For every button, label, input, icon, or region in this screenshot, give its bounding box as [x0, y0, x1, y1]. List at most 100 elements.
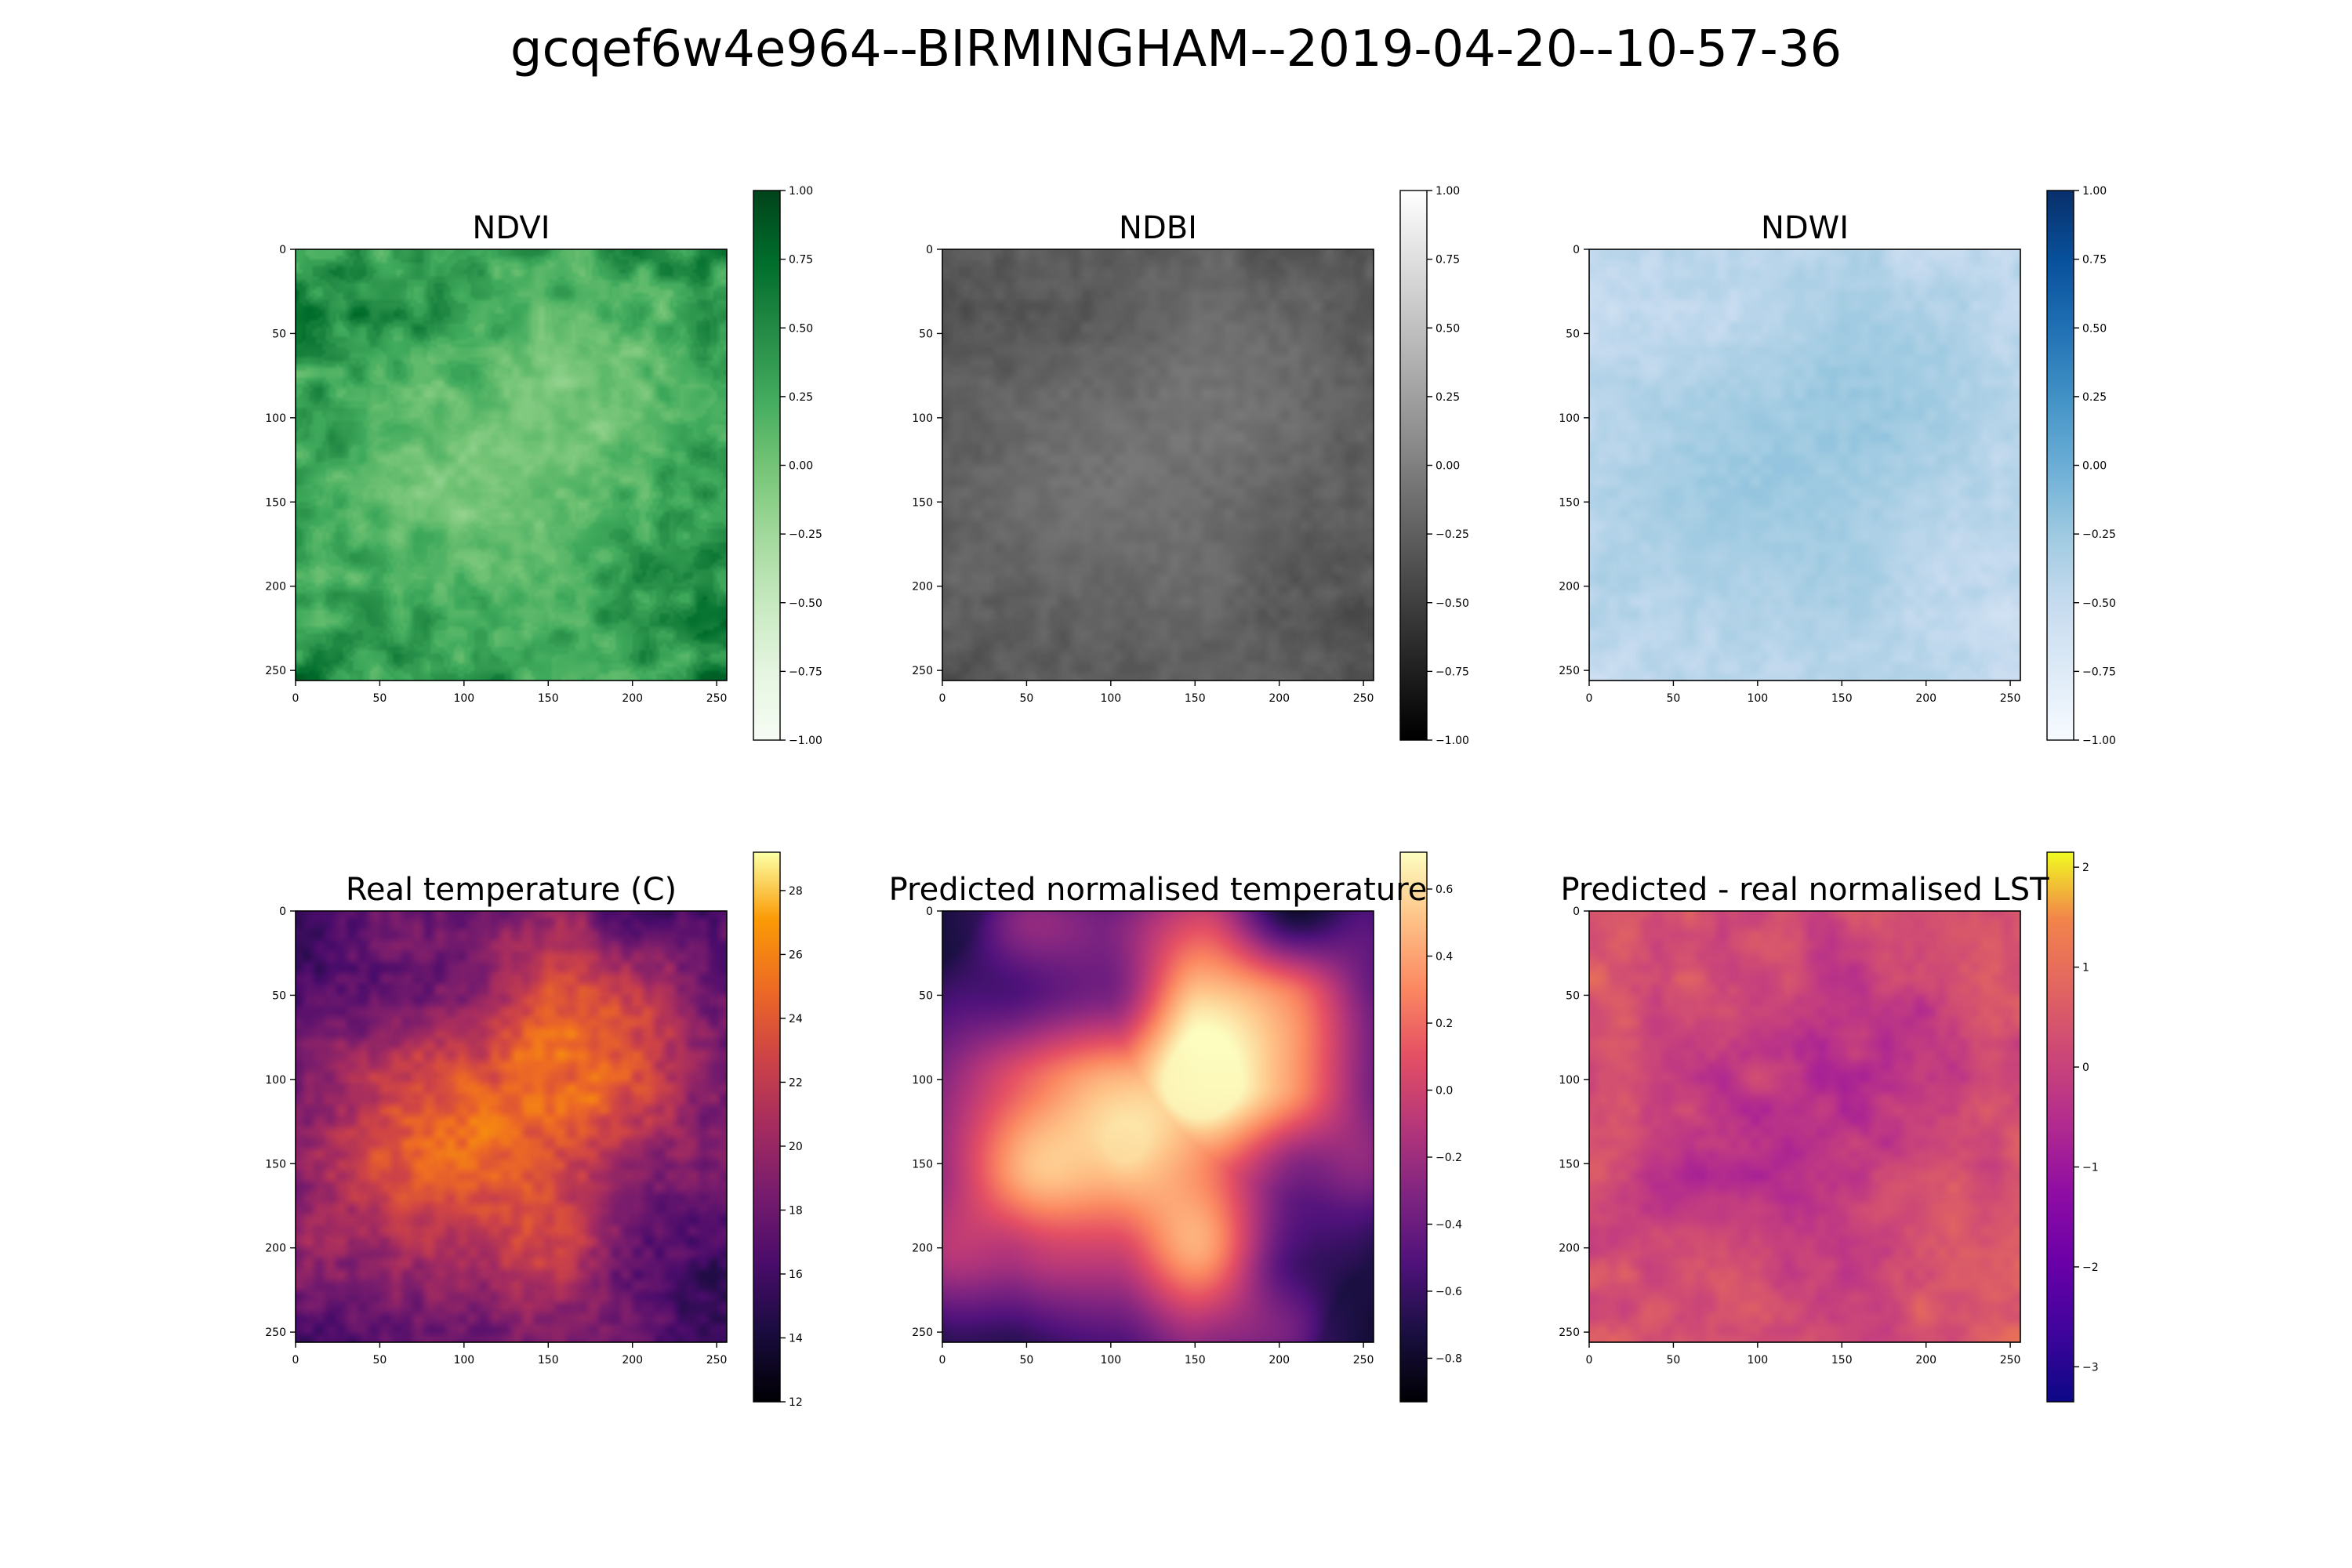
heatmap-raster	[1589, 249, 2020, 681]
x-tick-label: 250	[2000, 1354, 2021, 1367]
colorbar-gradient	[1400, 852, 1427, 1402]
colorbar-tick-label: 0.0	[1436, 1084, 1453, 1097]
colorbar-tick-label: 0.25	[1436, 391, 1460, 404]
colorbar-tick-label: 0.2	[1436, 1018, 1453, 1030]
colorbar-tick-label: 0.4	[1436, 951, 1453, 964]
x-tick-label: 50	[373, 692, 387, 705]
y-tick-label: 0	[279, 244, 286, 256]
colorbar-tick-label: 24	[789, 1013, 803, 1025]
y-tick-label: 200	[1559, 581, 1580, 593]
heatmap-raster	[296, 249, 727, 681]
x-tick-label: 250	[706, 1354, 728, 1367]
axes-frame	[1588, 249, 2021, 681]
colorbar-tick-label: 0.50	[1436, 322, 1460, 335]
x-tick-label: 150	[1185, 692, 1206, 705]
x-tick-label: 50	[373, 1354, 387, 1367]
y-tick-label: 250	[912, 1327, 933, 1339]
y-tick-label: 50	[919, 989, 933, 1002]
x-tick-label: 250	[2000, 692, 2021, 705]
y-tick-label: 50	[272, 989, 286, 1002]
colorbar-tick-label: −0.50	[789, 597, 822, 610]
axes-frame	[295, 910, 728, 1343]
colorbar-tick-label: 0.00	[2082, 460, 2107, 473]
x-tick-label: 50	[1020, 1354, 1034, 1367]
colorbar-tick-label: −0.8	[1436, 1352, 1462, 1365]
axes-frame	[1588, 910, 2021, 1343]
colorbar-tick-label: 1.00	[2082, 185, 2107, 198]
colorbar-gradient	[2047, 191, 2074, 740]
colorbar-tick-label: 0.75	[1436, 254, 1460, 267]
axes-frame	[295, 249, 728, 681]
colorbar-tick-label: −1	[2082, 1161, 2099, 1174]
y-tick-label: 0	[1573, 244, 1580, 256]
panel-title: NDWI	[1760, 210, 1849, 246]
x-tick-label: 200	[622, 692, 643, 705]
colorbar-tick-label: 0.75	[2082, 254, 2107, 267]
x-tick-label: 150	[1831, 692, 1853, 705]
colorbar-tick-label: −0.4	[1436, 1218, 1462, 1231]
colorbar-frame	[1399, 851, 1428, 1403]
y-tick-label: 250	[912, 665, 933, 677]
y-tick-label: 100	[912, 412, 933, 425]
y-tick-label: 0	[1573, 906, 1580, 918]
x-tick-label: 150	[1831, 1354, 1853, 1367]
colorbar-tick-label: 0.25	[789, 391, 813, 404]
colorbar-tick-label: −0.75	[789, 666, 822, 678]
y-tick-label: 250	[265, 1327, 286, 1339]
y-tick-label: 100	[1559, 412, 1580, 425]
colorbar-frame	[753, 851, 781, 1403]
colorbar-tick-label: −0.75	[2082, 666, 2116, 678]
colorbar-tick-label: 28	[789, 885, 803, 898]
x-tick-label: 50	[1667, 692, 1681, 705]
x-tick-label: 250	[1353, 692, 1374, 705]
colorbar-tick-label: 2	[2082, 862, 2089, 874]
x-tick-label: 100	[1100, 1354, 1121, 1367]
x-tick-label: 50	[1020, 692, 1034, 705]
colorbar-gradient	[753, 852, 780, 1402]
colorbar-tick-label: 1.00	[789, 185, 813, 198]
y-tick-label: 250	[1559, 1327, 1580, 1339]
y-tick-label: 150	[265, 496, 286, 509]
panel-title: NDVI	[472, 210, 550, 246]
y-tick-label: 250	[1559, 665, 1580, 677]
colorbar-tick-label: −0.75	[1436, 666, 1469, 678]
y-tick-label: 100	[1559, 1074, 1580, 1087]
colorbar-tick-label: −3	[2082, 1361, 2099, 1374]
colorbar-tick-label: −1.00	[789, 735, 822, 747]
colorbar-tick-label: 14	[789, 1332, 803, 1345]
colorbar-tick-label: −0.50	[1436, 597, 1469, 610]
colorbar-tick-label: −0.25	[2082, 528, 2116, 541]
heatmap-raster	[296, 911, 727, 1342]
y-tick-label: 100	[265, 1074, 286, 1087]
colorbar-tick-label: −0.50	[2082, 597, 2116, 610]
y-tick-label: 0	[926, 906, 933, 918]
y-tick-label: 150	[1559, 1158, 1580, 1171]
colorbar-frame	[2046, 851, 2074, 1403]
x-tick-label: 100	[1100, 692, 1121, 705]
x-tick-label: 0	[292, 1354, 299, 1367]
panel-3: 0 50 100 150 200 250 0 50 100 150 200 250 1.00 0.75 0.…	[1559, 185, 2116, 747]
y-tick-label: 100	[265, 412, 286, 425]
colorbar-tick-label: 20	[789, 1141, 803, 1153]
y-tick-label: 250	[265, 665, 286, 677]
x-tick-label: 250	[706, 692, 728, 705]
x-tick-label: 150	[538, 692, 559, 705]
y-tick-label: 150	[912, 496, 933, 509]
panel-title: NDBI	[1119, 210, 1197, 246]
figure-suptitle: gcqef6w4e964--BIRMINGHAM--2019-04-20--10…	[510, 20, 1842, 78]
panel-title: Real temperature (C)	[345, 872, 677, 908]
colorbar-tick-label: 22	[789, 1076, 803, 1089]
x-tick-label: 150	[1185, 1354, 1206, 1367]
x-tick-label: 100	[453, 1354, 474, 1367]
colorbar-tick-label: 1.00	[1436, 185, 1460, 198]
x-tick-label: 50	[1667, 1354, 1681, 1367]
y-tick-label: 50	[1566, 328, 1580, 340]
y-tick-label: 200	[1559, 1243, 1580, 1255]
y-tick-label: 150	[265, 1158, 286, 1171]
colorbar-tick-label: 0.6	[1436, 884, 1453, 896]
colorbar-tick-label: −1.00	[2082, 735, 2116, 747]
colorbar-gradient	[1400, 191, 1427, 740]
y-tick-label: 150	[912, 1158, 933, 1171]
colorbar-tick-label: 0	[2082, 1062, 2089, 1074]
